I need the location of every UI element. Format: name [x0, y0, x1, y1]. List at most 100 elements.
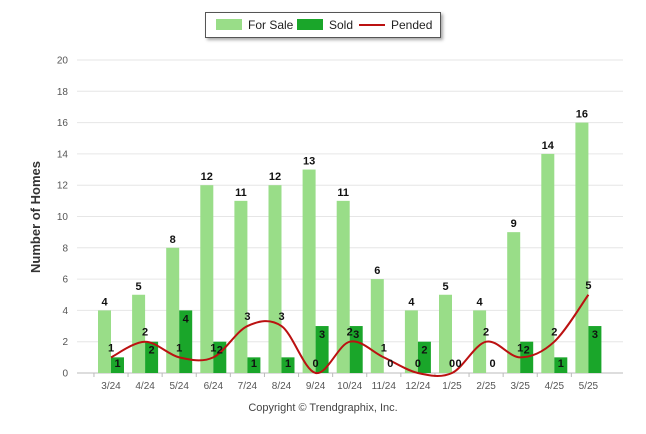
data-labels: 4152841221111211331136042504092141163121… [101, 109, 598, 370]
y-tick-label: 4 [62, 306, 68, 317]
data-label-pended: 3 [244, 311, 250, 323]
x-axis-ticks: 3/24 4/24 5/24 6/24 7/24 8/24 9/24 10/24 11/24 12… [93, 373, 599, 392]
data-label-sold: 1 [251, 358, 257, 370]
bar-for-sale [473, 310, 487, 373]
x-tick-label: 11/24 [372, 381, 397, 392]
x-tick-label: 8/24 [272, 381, 292, 392]
y-tick-label: 2 [62, 337, 68, 348]
y-axis-ticks: 0 2 4 6 8 10 12 14 16 18 20 [57, 56, 69, 380]
x-tick-label: 6/24 [204, 381, 224, 392]
data-label-sold: 2 [217, 345, 223, 357]
copyright-text: Copyright © Trendgraphix, Inc. [248, 402, 398, 414]
data-label-sold: 1 [558, 358, 564, 370]
data-label-pended: 1 [517, 342, 523, 354]
data-label-for-sale: 5 [442, 281, 448, 293]
data-label-for-sale: 11 [235, 187, 247, 199]
x-tick-label: 3/24 [101, 381, 121, 392]
data-label-pended: 1 [108, 342, 114, 354]
y-tick-label: 14 [57, 149, 69, 160]
data-label-pended: 1 [176, 342, 182, 354]
x-tick-label: 5/24 [169, 381, 189, 392]
bar-sold [417, 341, 431, 373]
data-label-pended: 2 [347, 327, 353, 339]
data-label-for-sale: 13 [303, 156, 315, 168]
legend-swatch-sold [297, 19, 323, 30]
x-tick-label: 1/25 [442, 381, 462, 392]
data-label-pended: 2 [142, 327, 148, 339]
data-label-pended: 0 [313, 358, 319, 370]
data-label-sold: 2 [149, 345, 155, 357]
bars [98, 122, 602, 373]
data-label-for-sale: 14 [542, 140, 555, 152]
bar-sold [554, 357, 568, 373]
data-label-for-sale: 12 [201, 171, 213, 183]
data-label-sold: 0 [387, 358, 393, 370]
data-label-pended: 2 [551, 327, 557, 339]
legend-item-pended[interactable]: Pended [359, 18, 432, 32]
legend-item-for-sale[interactable]: For Sale [216, 18, 293, 32]
data-label-sold: 3 [353, 329, 359, 341]
bar-sold [349, 326, 363, 373]
y-tick-label: 8 [62, 243, 68, 254]
bar-for-sale [200, 185, 214, 373]
legend-label-for-sale: For Sale [248, 18, 294, 32]
x-tick-label: 7/24 [238, 381, 258, 392]
x-tick-label: 4/24 [135, 381, 155, 392]
bar-for-sale [507, 232, 521, 373]
data-label-for-sale: 11 [337, 187, 349, 199]
y-tick-label: 12 [57, 181, 69, 192]
y-tick-label: 16 [57, 118, 69, 129]
y-tick-label: 10 [57, 212, 69, 223]
data-label-sold: 3 [592, 329, 598, 341]
data-label-pended: 2 [483, 327, 489, 339]
y-axis-label: Number of Homes [28, 161, 43, 273]
data-label-pended: 5 [585, 280, 591, 292]
data-label-sold: 3 [319, 329, 325, 341]
legend-swatch-pended [359, 24, 385, 26]
x-tick-label: 2/25 [476, 381, 496, 392]
bar-for-sale [575, 122, 589, 373]
pended-line-group [110, 294, 590, 377]
x-tick-label: 5/25 [579, 381, 599, 392]
y-tick-label: 18 [57, 87, 69, 98]
bar-for-sale [98, 310, 111, 373]
bar-sold [281, 357, 295, 373]
bar-for-sale [132, 294, 146, 373]
legend: For Sale Sold Pended [205, 12, 441, 38]
x-tick-label: 9/24 [306, 381, 326, 392]
legend-label-sold: Sold [329, 18, 354, 32]
data-label-for-sale: 12 [269, 171, 281, 183]
data-label-pended: 1 [381, 342, 387, 354]
bar-for-sale [370, 279, 384, 373]
legend-item-sold[interactable]: Sold [297, 18, 353, 32]
data-label-for-sale: 5 [136, 281, 142, 293]
data-label-for-sale: 8 [170, 234, 176, 246]
data-label-for-sale: 4 [408, 296, 415, 308]
x-tick-label: 4/25 [545, 381, 565, 392]
legend-label-pended: Pended [391, 18, 433, 32]
data-label-sold: 1 [285, 358, 291, 370]
bar-sold [588, 326, 602, 373]
data-label-pended: 0 [449, 358, 455, 370]
x-tick-label: 10/24 [337, 381, 362, 392]
data-label-sold: 4 [183, 313, 190, 325]
data-label-for-sale: 4 [477, 296, 484, 308]
data-label-sold: 0 [490, 358, 496, 370]
y-tick-label: 6 [62, 275, 68, 286]
bar-for-sale [541, 153, 555, 373]
bar-sold [145, 341, 159, 373]
bar-for-sale [302, 169, 316, 373]
bar-sold [247, 357, 261, 373]
data-label-pended: 1 [210, 342, 216, 354]
data-label-for-sale: 4 [101, 296, 108, 308]
bar-sold [315, 326, 329, 373]
data-label-for-sale: 6 [374, 265, 380, 277]
bar-for-sale [404, 310, 418, 373]
data-label-sold: 0 [455, 358, 461, 370]
bar-for-sale [268, 185, 282, 373]
data-label-sold: 1 [114, 358, 120, 370]
bar-for-sale [336, 200, 350, 373]
legend-swatch-for-sale [216, 19, 242, 30]
data-label-pended: 0 [415, 358, 421, 370]
